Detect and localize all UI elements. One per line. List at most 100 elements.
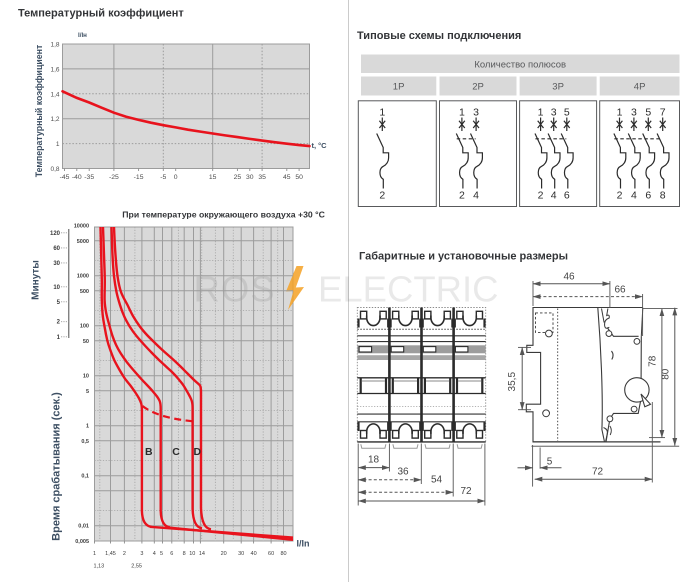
svg-text:5: 5 [547,457,553,468]
svg-text:4: 4 [153,551,156,557]
svg-text:0,5: 0,5 [81,439,89,445]
svg-text:1,6: 1,6 [50,66,59,73]
svg-text:3: 3 [631,107,637,119]
svg-text:5: 5 [645,107,651,119]
svg-text:4: 4 [631,190,637,202]
svg-text:36: 36 [397,467,409,478]
svg-text:3: 3 [140,551,143,557]
svg-text:1,2: 1,2 [50,116,59,123]
svg-text:78: 78 [648,355,659,367]
svg-text:10: 10 [189,551,195,557]
svg-text:1,8: 1,8 [50,42,59,49]
svg-text:1: 1 [93,551,96,557]
svg-text:5000: 5000 [77,239,89,245]
svg-text:При температуре окружающего во: При температуре окружающего воздуха +30 … [122,210,325,220]
svg-text:30: 30 [53,261,60,267]
svg-text:1000: 1000 [77,274,89,280]
svg-text:45: 45 [283,174,291,181]
svg-text:60: 60 [53,246,60,252]
svg-text:3: 3 [473,107,479,119]
svg-text:6: 6 [170,551,173,557]
svg-text:2: 2 [617,190,623,202]
svg-text:1,4: 1,4 [50,91,59,98]
svg-text:I/Iн: I/Iн [78,32,87,39]
svg-text:-25: -25 [109,174,119,181]
svg-text:20: 20 [221,551,227,557]
svg-text:46: 46 [563,272,575,283]
svg-text:1: 1 [86,424,89,430]
svg-text:Время срабатывания (сек.): Время срабатывания (сек.) [51,392,63,541]
svg-text:500: 500 [80,289,89,295]
svg-text:1,45: 1,45 [105,551,116,557]
svg-text:-45: -45 [60,174,70,181]
svg-text:0,01: 0,01 [78,524,89,530]
svg-text:72: 72 [460,486,472,497]
svg-text:-40: -40 [72,174,82,181]
svg-text:5: 5 [564,107,570,119]
svg-text:B: B [145,446,153,458]
svg-text:Габаритные и установочные разм: Габаритные и установочные размеры [359,251,568,263]
svg-text:14: 14 [199,551,205,557]
svg-text:40: 40 [251,551,257,557]
svg-text:-35: -35 [84,174,94,181]
svg-text:3Р: 3Р [552,82,564,93]
svg-text:C: C [172,446,180,458]
svg-text:D: D [194,446,202,458]
svg-text:I/In: I/In [297,539,310,549]
svg-text:50: 50 [83,339,89,345]
svg-text:2: 2 [459,190,465,202]
svg-text:1Р: 1Р [393,82,405,93]
svg-text:100: 100 [80,324,89,330]
svg-text:2: 2 [123,551,126,557]
svg-text:66: 66 [614,285,626,296]
svg-text:Количество полюсов: Количество полюсов [474,60,566,71]
svg-text:4: 4 [551,190,557,202]
svg-text:6: 6 [645,190,651,202]
svg-text:10000: 10000 [74,224,89,230]
svg-text:6: 6 [564,190,570,202]
svg-text:7: 7 [660,107,666,119]
svg-text:2Р: 2Р [472,82,484,93]
svg-text:10: 10 [83,374,89,380]
svg-text:15: 15 [209,174,217,181]
svg-text:Температурный коэффициент: Температурный коэффициент [34,44,44,177]
svg-text:54: 54 [431,475,443,486]
svg-text:1: 1 [57,335,61,341]
svg-text:3: 3 [551,107,557,119]
svg-text:8: 8 [660,190,666,202]
svg-text:72: 72 [592,467,604,478]
svg-text:-15: -15 [134,174,144,181]
svg-text:1: 1 [538,107,544,119]
svg-text:80: 80 [661,368,672,380]
svg-text:5: 5 [160,551,163,557]
svg-text:30: 30 [246,174,254,181]
svg-text:1,13: 1,13 [93,564,104,570]
svg-text:25: 25 [234,174,242,181]
svg-text:30: 30 [238,551,244,557]
svg-text:Минуты: Минуты [31,260,42,300]
svg-text:18: 18 [368,455,380,466]
svg-text:0,1: 0,1 [81,474,89,480]
svg-text:35: 35 [258,174,266,181]
svg-text:0: 0 [174,174,178,181]
svg-text:60: 60 [268,551,274,557]
svg-text:2,55: 2,55 [131,564,142,570]
svg-text:0,005: 0,005 [75,539,89,545]
svg-text:50: 50 [295,174,303,181]
svg-text:2: 2 [57,320,61,326]
svg-text:5: 5 [86,389,89,395]
svg-text:5: 5 [57,300,61,306]
svg-text:0,8: 0,8 [50,166,59,173]
svg-text:120: 120 [50,231,61,237]
svg-text:8: 8 [183,551,186,557]
svg-text:ELECTRIC: ELECTRIC [318,269,499,310]
svg-text:80: 80 [280,551,286,557]
svg-text:Типовые схемы подключения: Типовые схемы подключения [357,30,521,42]
svg-text:2: 2 [538,190,544,202]
svg-text:4Р: 4Р [634,82,646,93]
svg-text:1: 1 [617,107,623,119]
svg-text:-5: -5 [160,174,166,181]
svg-text:4: 4 [473,190,479,202]
svg-text:35,5: 35,5 [507,372,518,392]
svg-text:2: 2 [379,190,385,202]
